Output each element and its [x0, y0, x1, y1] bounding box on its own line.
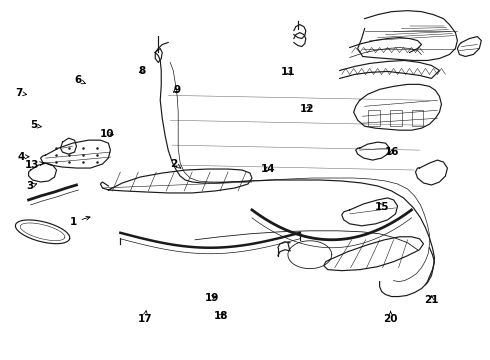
Bar — [412, 110, 423, 126]
Text: 2: 2 — [171, 159, 181, 169]
Text: 9: 9 — [173, 85, 180, 95]
Text: 15: 15 — [374, 202, 389, 212]
Text: 4: 4 — [18, 152, 29, 162]
Text: 12: 12 — [300, 104, 315, 114]
Text: 11: 11 — [281, 67, 295, 77]
Text: 21: 21 — [424, 295, 439, 305]
Text: 8: 8 — [139, 66, 146, 76]
Text: 7: 7 — [16, 88, 26, 98]
Text: 17: 17 — [138, 311, 152, 324]
Text: 1: 1 — [70, 216, 90, 227]
Text: 10: 10 — [100, 129, 115, 139]
Bar — [368, 110, 380, 126]
Text: 13: 13 — [25, 160, 44, 170]
Text: 20: 20 — [383, 311, 398, 324]
Text: 6: 6 — [74, 75, 85, 85]
Text: 3: 3 — [26, 181, 37, 192]
Text: 19: 19 — [205, 293, 219, 303]
Text: 14: 14 — [261, 163, 276, 174]
Text: 16: 16 — [384, 147, 399, 157]
Text: 18: 18 — [214, 311, 229, 320]
Bar — [390, 110, 401, 126]
Text: 5: 5 — [30, 121, 41, 130]
